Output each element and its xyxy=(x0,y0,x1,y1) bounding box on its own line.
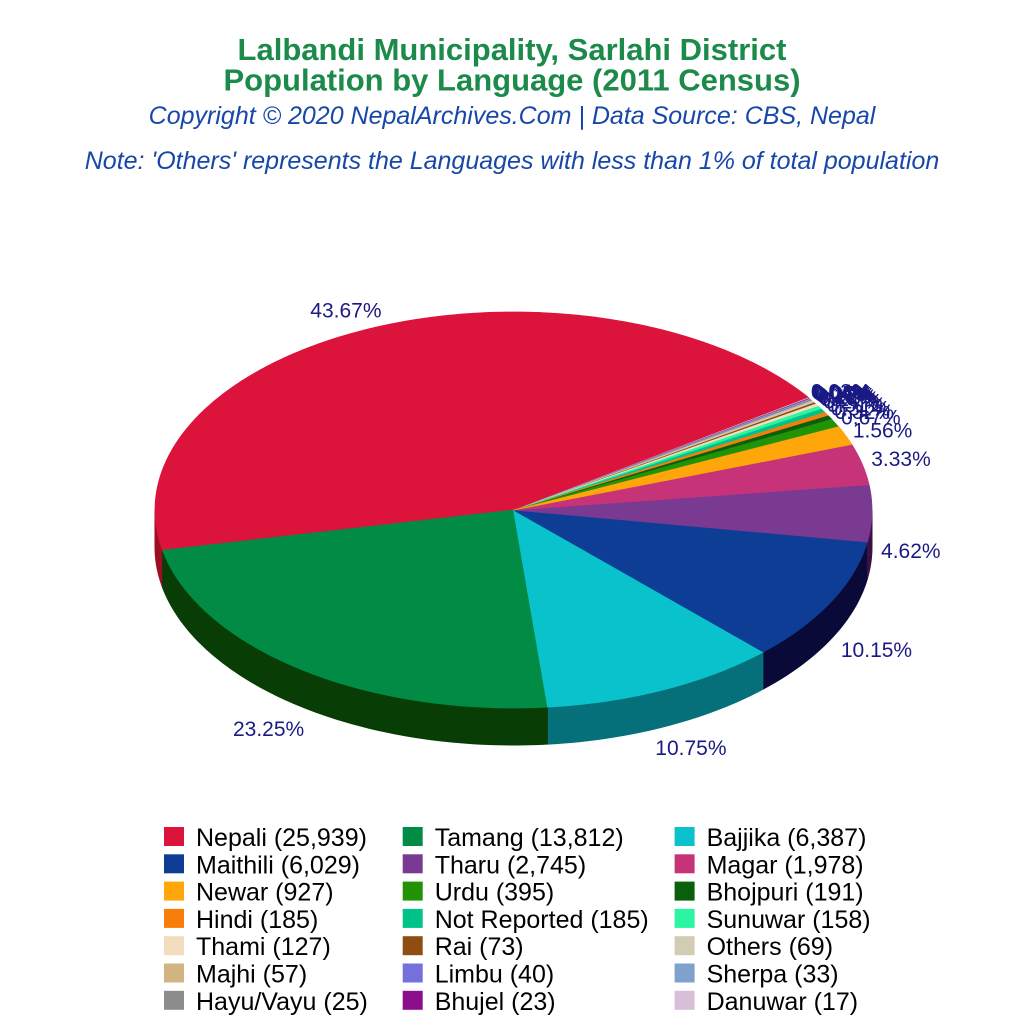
svg-text:Newar (927): Newar (927) xyxy=(196,879,334,907)
svg-text:Sherpa (33): Sherpa (33) xyxy=(707,961,839,989)
svg-text:Not Reported (185): Not Reported (185) xyxy=(435,906,649,934)
svg-text:0.10%: 0.10% xyxy=(815,384,875,407)
svg-text:Majhi (57): Majhi (57) xyxy=(196,961,307,989)
svg-text:Nepali (25,939): Nepali (25,939) xyxy=(196,824,367,852)
svg-text:0.04%: 0.04% xyxy=(812,381,872,404)
svg-text:43.67%: 43.67% xyxy=(310,300,381,323)
svg-text:0.12%: 0.12% xyxy=(818,386,878,409)
svg-text:0.07%: 0.07% xyxy=(814,383,874,406)
svg-text:10.15%: 10.15% xyxy=(841,639,912,662)
svg-text:Bhojpuri (191): Bhojpuri (191) xyxy=(707,879,864,907)
svg-text:0.32%: 0.32% xyxy=(835,401,895,424)
svg-text:Maithili (6,029): Maithili (6,029) xyxy=(196,851,360,879)
svg-text:Danuwar (17): Danuwar (17) xyxy=(707,988,858,1016)
svg-text:Rai (73): Rai (73) xyxy=(435,933,524,961)
svg-text:0.31%: 0.31% xyxy=(831,397,891,420)
svg-text:Thami (127): Thami (127) xyxy=(196,933,331,961)
svg-text:0.31%: 0.31% xyxy=(827,394,887,417)
svg-text:3.33%: 3.33% xyxy=(871,448,931,471)
svg-text:0.03%: 0.03% xyxy=(811,381,871,404)
svg-text:Population by Language (2011 C: Population by Language (2011 Census) xyxy=(223,62,800,97)
svg-text:Sunuwar (158): Sunuwar (158) xyxy=(707,906,871,934)
svg-text:Hayu/Vayu (25): Hayu/Vayu (25) xyxy=(196,988,368,1016)
svg-text:4.62%: 4.62% xyxy=(881,540,941,563)
svg-text:0.27%: 0.27% xyxy=(823,391,883,414)
svg-text:0.04%: 0.04% xyxy=(811,381,871,404)
svg-text:10.75%: 10.75% xyxy=(655,737,726,760)
svg-text:Copyright © 2020 NepalArchives: Copyright © 2020 NepalArchives.Com | Dat… xyxy=(149,102,877,130)
svg-text:Lalbandi Municipality, Sarlahi: Lalbandi Municipality, Sarlahi District xyxy=(238,32,787,67)
svg-text:Hindi (185): Hindi (185) xyxy=(196,906,318,934)
svg-text:0.67%: 0.67% xyxy=(841,406,901,429)
svg-text:Urdu (395): Urdu (395) xyxy=(435,879,555,907)
svg-text:23.25%: 23.25% xyxy=(233,718,304,741)
svg-text:Bajjika (6,387): Bajjika (6,387) xyxy=(707,824,867,852)
svg-text:Note: 'Others' represents the: Note: 'Others' represents the Languages … xyxy=(85,147,940,175)
svg-text:0.12%: 0.12% xyxy=(816,385,876,408)
svg-text:0.21%: 0.21% xyxy=(820,388,880,411)
svg-text:Magar (1,978): Magar (1,978) xyxy=(707,851,864,879)
svg-text:Tamang (13,812): Tamang (13,812) xyxy=(435,824,624,852)
svg-text:1.56%: 1.56% xyxy=(853,419,913,442)
svg-text:0.06%: 0.06% xyxy=(813,382,873,405)
svg-text:Tharu (2,745): Tharu (2,745) xyxy=(435,851,586,879)
svg-text:Bhujel (23): Bhujel (23) xyxy=(435,988,556,1016)
svg-text:Limbu (40): Limbu (40) xyxy=(435,961,555,989)
svg-text:Others (69): Others (69) xyxy=(707,933,833,961)
